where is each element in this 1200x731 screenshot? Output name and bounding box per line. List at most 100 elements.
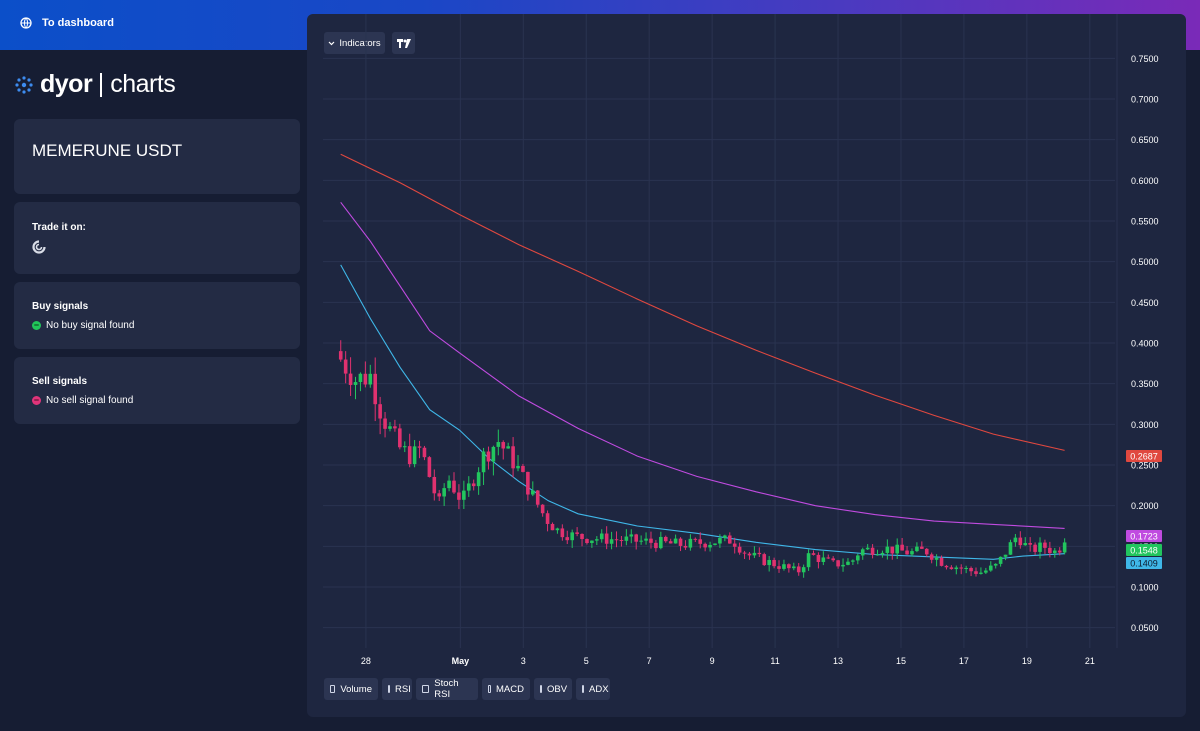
toggle-adx[interactable]: ADX [576,678,610,700]
candle-body [506,446,510,449]
candle-body [836,560,840,567]
candle-body [791,566,796,569]
candle-body [659,536,663,549]
candle-body [683,545,688,548]
candle-body [895,544,900,554]
candle-body [540,504,545,514]
brand-logo[interactable]: dyor charts [14,70,176,99]
candle-body [654,542,658,549]
candle-body [796,566,801,573]
checkbox-icon[interactable] [388,685,390,693]
price-tag-ma-slow [1126,450,1162,462]
candle-body [368,373,373,385]
indicators-button[interactable]: Indicators [324,32,385,54]
candle-body [604,533,609,544]
checkbox-icon[interactable] [330,685,336,693]
no-signal-pink-icon [32,396,41,405]
price-chart[interactable]: 0.7500 0.7000 0.6500 0.6000 0.5500 0.5000 0.45… [307,14,1186,666]
candle-body [988,565,993,571]
candle-body [639,540,643,542]
candle-body [634,534,639,542]
candle-body [934,557,939,560]
candle-body [880,552,885,555]
candle-body [846,561,850,565]
candle-body [890,546,895,554]
candle-body [663,536,668,542]
candle-body [698,539,703,544]
toggle-obv[interactable]: OBV [534,678,572,700]
x-tick-label: 15 [896,656,906,666]
candle-body [580,533,584,540]
candle-body [900,544,904,551]
candle-body [471,483,476,487]
candle-body [575,532,579,534]
candle-body [476,472,481,487]
candle-body [905,550,909,555]
toggle-volume[interactable]: Volume [324,678,378,700]
candle-body [422,447,427,458]
checkbox-icon[interactable] [582,685,584,693]
candle-body [801,567,806,573]
candle-body [545,513,550,524]
candle-body [1038,542,1042,552]
checkbox-icon[interactable] [488,685,492,693]
candle-body [993,563,998,566]
candle-body [619,540,624,542]
candle-body [1003,554,1008,557]
candle-body [530,490,535,495]
candle-body [929,554,934,560]
logo-brand: dyor [40,70,93,98]
price-tag-ma-mid [1126,530,1162,542]
toggle-rsi[interactable]: RSI [382,678,412,700]
candle-body [555,528,560,531]
sell-signal-status: No sell signal found [32,395,133,406]
candle-body [772,559,776,567]
candle-body [378,404,382,419]
candle-body [1043,542,1047,548]
candle-body [417,446,422,448]
x-tick-label: May [452,656,470,666]
candle-body [969,567,973,572]
sell-signal-text: No sell signal found [46,395,134,406]
candle-body [358,373,363,383]
candle-body [585,539,589,543]
candle-body [757,552,762,555]
candle-body [511,446,515,469]
checkbox-icon[interactable] [540,685,542,693]
candle-body [437,493,442,497]
candle-body [560,528,565,538]
candle-body [343,359,348,374]
candle-body [427,457,432,477]
candle-body [841,564,845,567]
candle-body [516,465,520,469]
candle-body [949,567,954,570]
candle-body [678,538,683,546]
toggle-macd[interactable]: MACD [482,678,530,700]
pair-title: MEMERUNE USDT [32,141,183,160]
exchange-logo-icon[interactable] [32,240,46,254]
candle-body [920,546,924,549]
toggle-stoch-rsi[interactable]: Stoch RSI [416,678,478,700]
price-tag-label: 0.1548 [1130,546,1158,556]
candle-body [693,538,698,540]
candle-body [998,556,1003,564]
tradingview-button[interactable] [392,32,415,54]
checkbox-icon[interactable] [422,685,430,693]
x-tick-label: 3 [521,656,526,666]
candle-body [526,471,530,495]
candle-body [535,490,540,505]
candle-body [442,488,446,497]
x-tick-label: 19 [1022,656,1032,666]
toggle-label: Volume [340,683,372,695]
candle-body [496,442,501,447]
candle-body [688,538,693,548]
candle-body [1028,543,1032,545]
y-tick-label: 0.2000 [1131,501,1159,511]
price-tag-label: 0.2687 [1130,452,1158,462]
candle-body [737,546,742,553]
candle-body [1048,547,1052,554]
y-tick-label: 0.1000 [1131,583,1159,593]
dashboard-link[interactable]: To dashboard [20,17,114,29]
buy-signal-status: No buy signal found [32,320,134,331]
candle-body [718,537,722,544]
